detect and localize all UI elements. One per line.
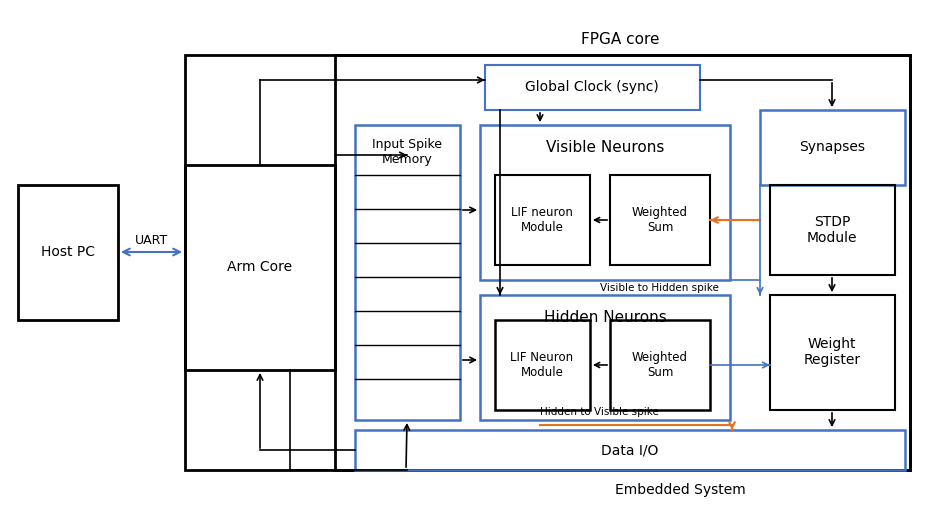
Text: UART: UART: [134, 233, 168, 246]
Text: Hidden Neurons: Hidden Neurons: [543, 310, 666, 326]
Bar: [770, 295, 895, 410]
Text: Input Spike
Memory: Input Spike Memory: [372, 138, 442, 166]
Text: Visible Neurons: Visible Neurons: [546, 140, 665, 156]
Text: Embedded System: Embedded System: [614, 483, 746, 497]
Bar: [495, 320, 590, 410]
Bar: [495, 175, 590, 265]
Text: Host PC: Host PC: [41, 245, 95, 259]
Bar: [18, 185, 118, 320]
Bar: [770, 185, 895, 275]
Text: LIF neuron
Module: LIF neuron Module: [511, 206, 573, 234]
Text: Data I/O: Data I/O: [601, 443, 659, 457]
Text: FPGA core: FPGA core: [581, 32, 659, 48]
Text: Global Clock (sync): Global Clock (sync): [525, 80, 659, 94]
Bar: [335, 55, 910, 470]
Text: STDP
Module: STDP Module: [807, 215, 857, 245]
Bar: [355, 125, 460, 420]
Text: Weighted
Sum: Weighted Sum: [632, 351, 688, 379]
Text: LIF Neuron
Module: LIF Neuron Module: [511, 351, 573, 379]
Bar: [610, 320, 710, 410]
Bar: [485, 65, 700, 110]
Text: Weight
Register: Weight Register: [803, 337, 860, 367]
Text: Visible to Hidden spike: Visible to Hidden spike: [600, 283, 719, 293]
Bar: [185, 55, 910, 470]
Text: Weighted
Sum: Weighted Sum: [632, 206, 688, 234]
Bar: [480, 295, 730, 420]
Text: Arm Core: Arm Core: [227, 260, 293, 274]
Bar: [610, 175, 710, 265]
Bar: [185, 165, 335, 370]
Text: Synapses: Synapses: [799, 140, 865, 154]
Bar: [480, 125, 730, 280]
Bar: [355, 430, 905, 470]
Text: Hidden to Visible spike: Hidden to Visible spike: [540, 407, 659, 417]
Bar: [760, 110, 905, 185]
